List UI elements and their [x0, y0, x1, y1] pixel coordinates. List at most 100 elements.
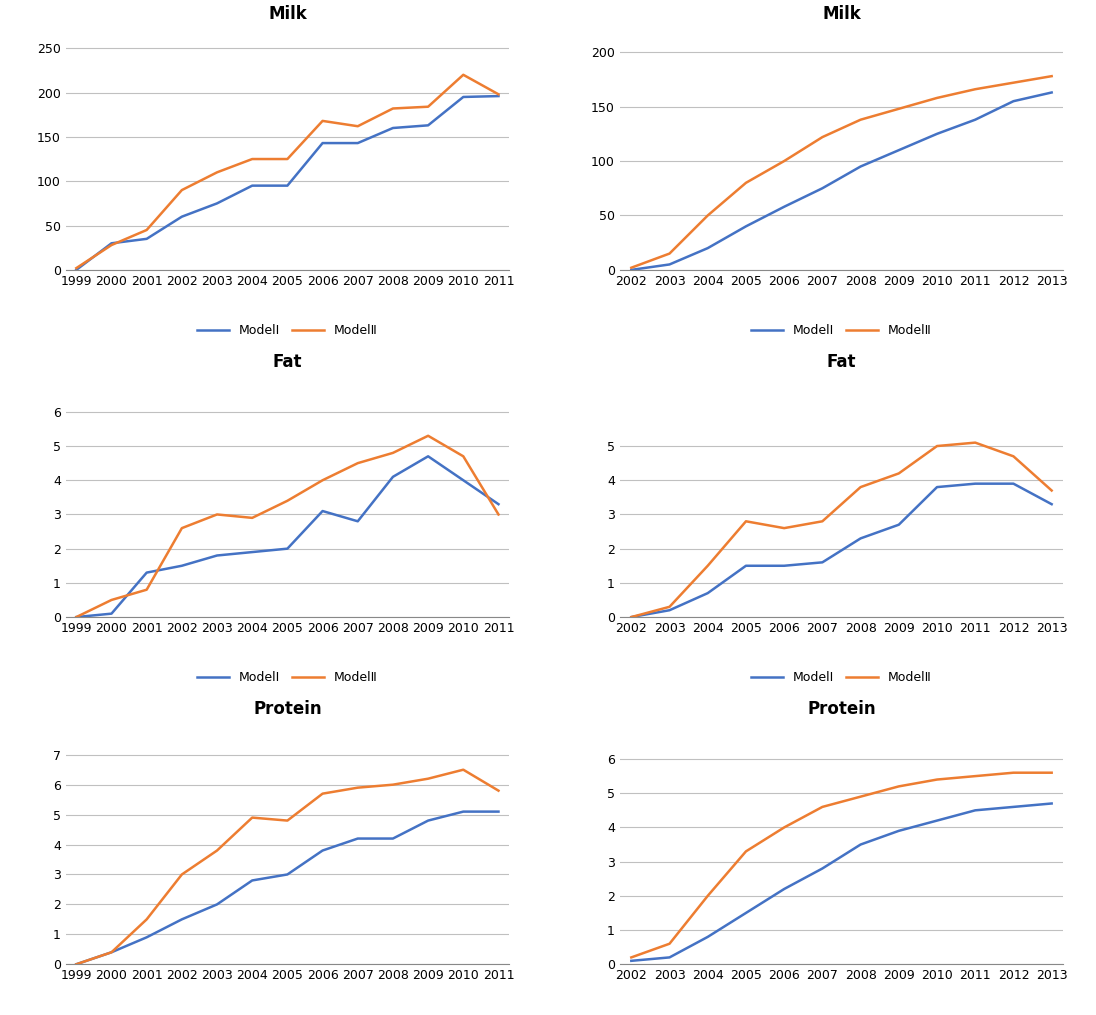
- ModelⅡ: [625, 951, 638, 963]
- ModelⅡ: [105, 239, 118, 251]
- Title: Protein: Protein: [253, 699, 322, 718]
- ModelⅡ: [815, 131, 829, 143]
- ModelⅠ: [701, 587, 715, 599]
- ModelⅠ: [351, 516, 364, 528]
- ModelⅡ: [351, 120, 364, 132]
- Line: ModelⅠ: ModelⅠ: [631, 92, 1052, 270]
- ModelⅡ: [931, 439, 944, 452]
- Title: Milk: Milk: [269, 5, 307, 23]
- ModelⅡ: [492, 785, 505, 797]
- ModelⅠ: [931, 481, 944, 493]
- ModelⅡ: [140, 914, 153, 926]
- Title: Protein: Protein: [807, 699, 876, 718]
- Line: ModelⅠ: ModelⅠ: [77, 812, 499, 964]
- ModelⅠ: [140, 566, 153, 579]
- ModelⅡ: [1046, 766, 1059, 779]
- Line: ModelⅠ: ModelⅠ: [77, 457, 499, 617]
- ModelⅠ: [457, 806, 470, 818]
- Legend: ModelⅠ, ModelⅡ: ModelⅠ, ModelⅡ: [193, 667, 383, 689]
- ModelⅡ: [492, 509, 505, 521]
- ModelⅡ: [281, 494, 294, 506]
- ModelⅠ: [625, 955, 638, 967]
- ModelⅡ: [246, 512, 259, 524]
- ModelⅠ: [663, 259, 676, 271]
- ModelⅠ: [740, 559, 753, 571]
- ModelⅠ: [854, 532, 867, 544]
- ModelⅠ: [457, 91, 470, 104]
- ModelⅠ: [815, 182, 829, 194]
- ModelⅡ: [815, 516, 829, 528]
- ModelⅡ: [625, 611, 638, 623]
- ModelⅠ: [316, 504, 329, 517]
- ModelⅠ: [663, 951, 676, 963]
- ModelⅠ: [105, 946, 118, 958]
- Legend: ModelⅠ, ModelⅡ: ModelⅠ, ModelⅡ: [746, 1014, 936, 1015]
- ModelⅠ: [1007, 801, 1020, 813]
- ModelⅠ: [931, 128, 944, 140]
- ModelⅡ: [777, 821, 790, 833]
- ModelⅠ: [175, 559, 189, 571]
- ModelⅠ: [663, 604, 676, 616]
- ModelⅠ: [492, 90, 505, 103]
- ModelⅡ: [70, 611, 83, 623]
- ModelⅠ: [210, 898, 224, 910]
- ModelⅡ: [1007, 766, 1020, 779]
- ModelⅡ: [740, 516, 753, 528]
- ModelⅡ: [492, 88, 505, 100]
- ModelⅡ: [175, 522, 189, 534]
- ModelⅡ: [892, 103, 905, 115]
- ModelⅡ: [387, 779, 400, 791]
- ModelⅠ: [281, 543, 294, 555]
- ModelⅠ: [316, 844, 329, 857]
- ModelⅡ: [625, 262, 638, 274]
- ModelⅡ: [175, 869, 189, 881]
- ModelⅡ: [931, 773, 944, 786]
- ModelⅠ: [969, 114, 982, 126]
- ModelⅠ: [457, 474, 470, 486]
- ModelⅡ: [854, 114, 867, 126]
- ModelⅠ: [105, 608, 118, 620]
- ModelⅡ: [663, 248, 676, 260]
- ModelⅠ: [281, 180, 294, 192]
- ModelⅠ: [777, 201, 790, 213]
- ModelⅡ: [969, 770, 982, 783]
- ModelⅡ: [422, 429, 435, 442]
- Line: ModelⅡ: ModelⅡ: [77, 75, 499, 268]
- ModelⅡ: [281, 814, 294, 826]
- Line: ModelⅠ: ModelⅠ: [631, 804, 1052, 961]
- ModelⅠ: [625, 611, 638, 623]
- ModelⅡ: [969, 436, 982, 449]
- ModelⅠ: [422, 119, 435, 131]
- ModelⅡ: [701, 209, 715, 221]
- ModelⅠ: [1007, 478, 1020, 490]
- ModelⅡ: [457, 763, 470, 775]
- ModelⅡ: [1046, 70, 1059, 82]
- Title: Milk: Milk: [822, 5, 860, 23]
- ModelⅠ: [422, 814, 435, 826]
- ModelⅠ: [140, 931, 153, 943]
- ModelⅡ: [105, 946, 118, 958]
- Legend: ModelⅠ, ModelⅡ: ModelⅠ, ModelⅡ: [193, 1014, 383, 1015]
- ModelⅠ: [625, 264, 638, 276]
- ModelⅠ: [387, 832, 400, 844]
- ModelⅠ: [492, 498, 505, 511]
- Line: ModelⅡ: ModelⅡ: [77, 435, 499, 617]
- ModelⅡ: [316, 474, 329, 486]
- ModelⅠ: [701, 931, 715, 943]
- ModelⅡ: [740, 845, 753, 858]
- ModelⅡ: [969, 83, 982, 95]
- ModelⅠ: [140, 232, 153, 245]
- Title: Fat: Fat: [273, 352, 302, 370]
- ModelⅡ: [351, 782, 364, 794]
- ModelⅡ: [777, 522, 790, 534]
- ModelⅡ: [246, 812, 259, 824]
- ModelⅡ: [70, 958, 83, 970]
- ModelⅡ: [387, 103, 400, 115]
- ModelⅡ: [892, 467, 905, 479]
- Line: ModelⅡ: ModelⅡ: [77, 769, 499, 964]
- ModelⅠ: [175, 914, 189, 926]
- ModelⅠ: [740, 906, 753, 919]
- ModelⅠ: [492, 806, 505, 818]
- ModelⅠ: [387, 122, 400, 134]
- ModelⅡ: [740, 177, 753, 189]
